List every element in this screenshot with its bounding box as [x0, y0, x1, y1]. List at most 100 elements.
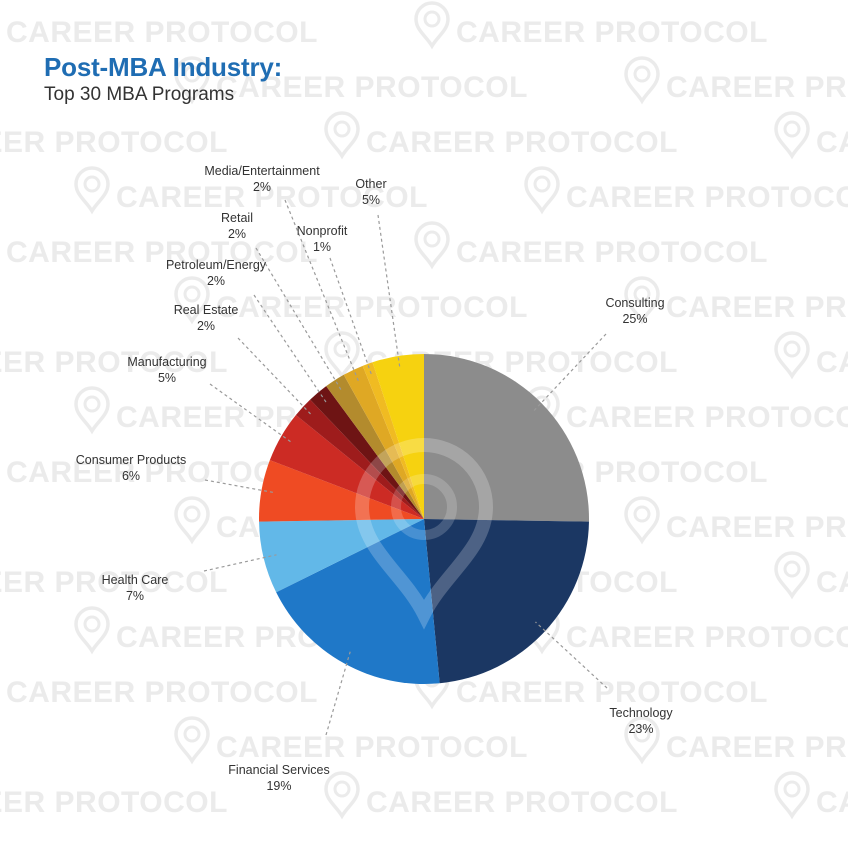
- watermark-text: CAREER PROTOCOL: [666, 731, 848, 764]
- watermark-text: CAREER PROTOCOL: [6, 676, 318, 709]
- slice-label: Financial Services: [228, 763, 329, 777]
- watermark-text: CAREER PROTOCOL: [0, 566, 228, 599]
- slice-label: Retail: [221, 211, 253, 225]
- watermark-mark: CAREER PROTOCOL: [524, 606, 848, 655]
- leader-line: [203, 554, 277, 572]
- watermark-pin-icon: [624, 276, 660, 325]
- pie-slice-consulting: [424, 354, 590, 522]
- pin-icon: [354, 438, 494, 630]
- slice-value-label: 2%: [228, 227, 246, 241]
- watermark-text: CAREER PROTOCOL: [116, 181, 428, 214]
- watermark-mark: CAREER PROTOCOL: [174, 716, 527, 765]
- slice-value-label: 1%: [313, 240, 331, 254]
- slice-label: Consulting: [605, 296, 664, 310]
- leader-lines: [203, 199, 608, 736]
- slice-label: Consumer Products: [76, 453, 186, 467]
- watermark-text: CAREER PROTOCOL: [216, 291, 528, 324]
- pie-slice-technology: [424, 519, 589, 684]
- watermark-pin-icon: [624, 496, 660, 545]
- leader-line: [209, 383, 293, 444]
- watermark-mark: CAREER PROTOCOL: [414, 661, 767, 710]
- watermark-text: CAREER PROTOCOL: [366, 786, 678, 819]
- leader-line: [284, 199, 360, 383]
- slice-value-label: 2%: [197, 319, 215, 333]
- chart-title: Post-MBA Industry:: [44, 52, 283, 82]
- watermark-mark: CAREER PROTOCOL: [174, 276, 528, 325]
- watermark-text: CAREER PROTOCOL: [6, 236, 318, 269]
- watermark-pin-icon: [324, 111, 360, 160]
- watermark-text: CAREER PROTOCOL: [366, 126, 678, 159]
- pie-slices: [258, 354, 590, 684]
- slice-value-label: 2%: [207, 274, 225, 288]
- slice-label: Media/Entertainment: [204, 164, 320, 178]
- watermark-mark: CAREER PROTOCOL: [774, 111, 848, 160]
- leader-line: [325, 651, 351, 736]
- pie-slice-consumer-products: [258, 460, 424, 522]
- chart-subtitle: Top 30 MBA Programs: [44, 84, 235, 105]
- watermark-pin-icon: [774, 331, 810, 380]
- watermark-text: CAREER PROTOCOL: [566, 621, 848, 654]
- watermark-pin-icon: [414, 221, 450, 270]
- watermark-text: CAREER PROTOCOL: [566, 181, 848, 214]
- leader-line: [377, 214, 401, 370]
- watermark-pin-icon: [774, 111, 810, 160]
- watermark-text: CAREER PROTOCOL: [816, 786, 848, 819]
- watermark-mark: CAREER PROTOCOL: [624, 716, 848, 765]
- watermark-mark: CAREER PROTOCOL: [414, 221, 767, 270]
- watermark-text: CAREER PROTOCOL: [666, 511, 848, 544]
- watermark-pin-icon: [74, 386, 110, 435]
- watermark-text: CAREER PROTOCOL: [666, 291, 848, 324]
- watermark-mark: CAREER PROTOCOL: [524, 386, 848, 435]
- pie-slice-media-entertainment: [343, 365, 424, 519]
- watermark-mark: CAREER PROTOCOL: [0, 566, 228, 599]
- watermark-pin-icon: [324, 771, 360, 820]
- watermark-pin-icon: [414, 1, 450, 50]
- watermark-mark: CAREER PROTOCOL: [524, 166, 848, 215]
- watermark-mark: CAREER PROTOCOL: [174, 56, 528, 105]
- compass-icon: [391, 474, 457, 540]
- watermark-mark: CAREER PROTOCOL: [74, 166, 428, 215]
- watermark-mark: CAREER PROTOCOL: [774, 331, 848, 380]
- watermark-text: CAREER PROTOCOL: [0, 786, 228, 819]
- watermark-mark: CAREER PROTOCOL: [0, 346, 227, 379]
- slice-value-label: 5%: [158, 371, 176, 385]
- watermark-pin-icon: [774, 771, 810, 820]
- slice-value-label: 19%: [266, 779, 291, 793]
- slice-value-label: 6%: [122, 469, 140, 483]
- pie-slice-retail: [326, 374, 424, 519]
- leader-line: [535, 621, 608, 689]
- watermark-mark: CAREER PROTOCOL: [774, 551, 848, 600]
- watermark-text: CAREER PROTOCOL: [816, 126, 848, 159]
- watermark-mark: CAREER PROTOCOL: [624, 56, 848, 105]
- slice-label: Technology: [609, 706, 673, 720]
- slice-label: Manufacturing: [127, 355, 206, 369]
- slice-value-label: 23%: [628, 722, 653, 736]
- pie-slice-real-estate: [295, 399, 424, 519]
- watermark-pin-icon: [174, 716, 210, 765]
- slice-label: Health Care: [102, 573, 169, 587]
- watermark-text: CAREER PROTOCOL: [816, 566, 848, 599]
- watermark-text: CAREER PROTOCOL: [816, 346, 848, 379]
- watermark-text: CAREER PROTOCOL: [0, 126, 228, 159]
- center-logo-mark: [354, 438, 494, 630]
- watermark-mark: CAREER PROTOCOL: [0, 786, 228, 819]
- pie-slice-manufacturing: [269, 414, 424, 519]
- watermark-pin-icon: [624, 716, 660, 765]
- pie-slice-financial-services: [276, 519, 440, 684]
- watermark-text: CAREER PROTOCOL: [566, 401, 848, 434]
- pie-slice-nonprofit: [362, 362, 424, 519]
- watermark-pin-icon: [174, 56, 210, 105]
- leader-line: [255, 247, 343, 392]
- watermark-pin-icon: [324, 331, 360, 380]
- watermark-pin-icon: [774, 551, 810, 600]
- slice-label: Petroleum/Energy: [166, 258, 267, 272]
- watermark-text: CAREER PROTOCOL: [216, 71, 528, 104]
- watermark-pin-icon: [74, 166, 110, 215]
- watermark-text: CAREER PROTOCOL: [666, 71, 848, 104]
- watermark-mark: CAREER PROTOCOL: [624, 496, 848, 545]
- slice-value-label: 2%: [253, 180, 271, 194]
- watermark-text: CAREER PROTOCOL: [456, 16, 768, 49]
- watermark-layer: CAREER PROTOCOL CAREER PROTOCOL CAREER PRO…: [0, 1, 848, 820]
- slice-value-label: 7%: [126, 589, 144, 603]
